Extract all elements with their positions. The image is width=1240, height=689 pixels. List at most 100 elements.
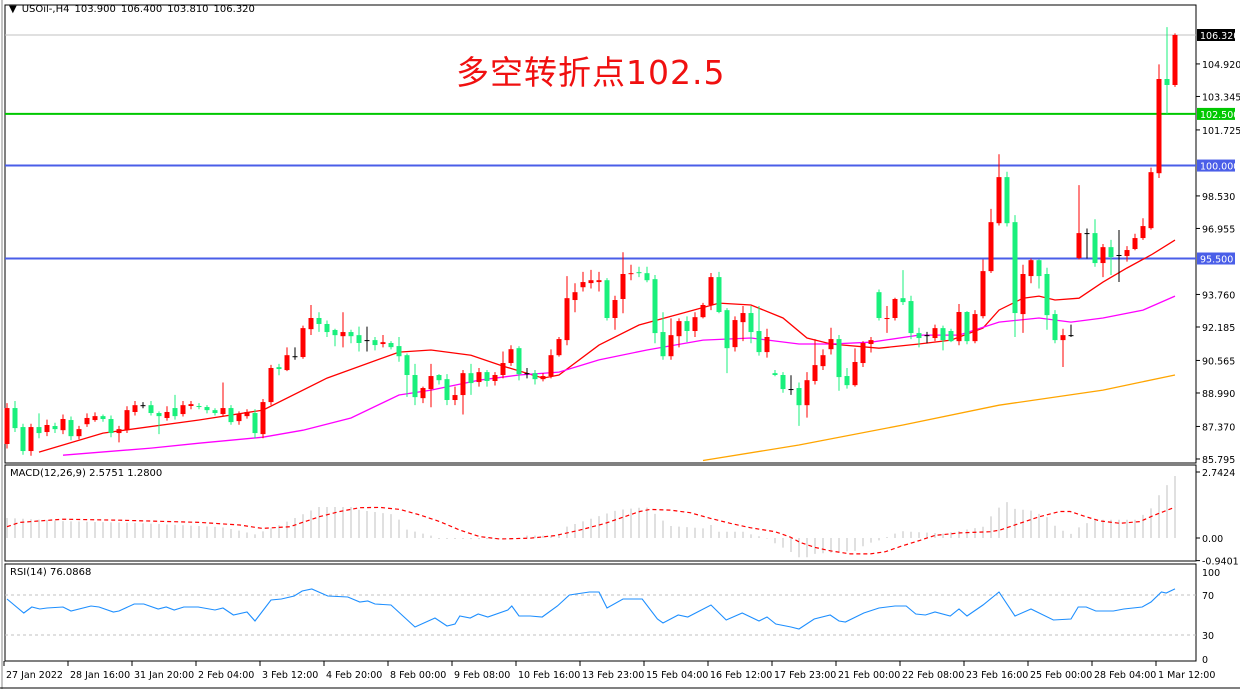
time-tick-label: 17 Feb 23:00	[774, 670, 836, 681]
candle	[644, 266, 650, 283]
candle-body	[716, 277, 722, 313]
candle-body	[172, 408, 178, 417]
candle	[868, 337, 874, 353]
candle-body	[908, 301, 914, 334]
candle	[876, 289, 882, 321]
candle-body	[236, 414, 242, 422]
candle	[1172, 33, 1178, 87]
macd-signal-line	[6, 506, 1176, 555]
candle	[652, 275, 658, 344]
candle-body	[636, 272, 642, 274]
time-tick-label: 21 Feb 00:00	[838, 670, 900, 681]
candle	[436, 374, 442, 385]
candle	[700, 302, 706, 319]
candle-body	[916, 333, 922, 339]
candle	[1028, 258, 1034, 284]
price-tick-label: 87.370	[1202, 422, 1235, 433]
candle-body	[188, 404, 194, 406]
candle	[284, 347, 290, 372]
candle	[604, 278, 610, 321]
candle-body	[108, 419, 114, 434]
candle-body	[228, 408, 234, 423]
time-tick-label: 3 Feb 12:00	[262, 670, 318, 681]
candle	[1164, 27, 1170, 114]
candle-body	[556, 339, 562, 356]
candle	[692, 312, 698, 338]
candle	[484, 370, 490, 387]
candle-body	[620, 274, 626, 299]
candle	[684, 316, 690, 343]
candle-body	[1084, 233, 1090, 235]
candle-body	[1068, 335, 1074, 337]
time-tick-label: 25 Feb 00:00	[1030, 670, 1092, 681]
candle	[884, 306, 890, 333]
candle-body	[756, 331, 762, 353]
rsi-tick-label: 70	[1202, 591, 1214, 602]
candle	[188, 401, 194, 410]
ohlc-high: 106.400	[120, 4, 163, 15]
candle-body	[372, 340, 378, 346]
triangle-down-icon[interactable]: ▼	[9, 4, 17, 15]
candle	[196, 403, 202, 410]
moving-averages	[38, 239, 1176, 462]
time-tick-label: 4 Feb 20:00	[326, 670, 382, 681]
candle-body	[876, 292, 882, 318]
candle	[740, 306, 746, 342]
moving-average-line-0	[38, 239, 1176, 453]
candle	[20, 423, 26, 455]
candle	[148, 401, 154, 416]
candle-body	[764, 337, 770, 353]
candle	[1116, 230, 1122, 283]
candle-body	[1108, 247, 1114, 258]
candle-body	[628, 273, 634, 275]
rsi-tick-label: 30	[1202, 631, 1214, 642]
candle	[356, 326, 362, 352]
candle-body	[60, 419, 66, 431]
candle	[756, 306, 762, 356]
candle	[1076, 185, 1082, 260]
candle-body	[116, 429, 122, 434]
candle	[1156, 64, 1162, 178]
candle	[180, 401, 186, 417]
candle-body	[708, 277, 714, 305]
candle	[556, 337, 562, 357]
price-tick-label: 92.185	[1202, 323, 1235, 334]
candle-body	[1044, 274, 1050, 316]
chart-header: ▼ USOil-,H4 103.900 106.400 103.810 106.320	[9, 4, 260, 15]
candle	[548, 349, 554, 379]
moving-average-line-2	[702, 374, 1176, 462]
candle-body	[796, 388, 802, 406]
candle	[764, 328, 770, 358]
level-price-label: 100.000	[1200, 162, 1239, 173]
candle	[716, 271, 722, 314]
candle	[28, 423, 34, 456]
ohlc-low: 103.810	[167, 4, 209, 15]
candle-body	[852, 361, 858, 386]
candle	[668, 318, 674, 360]
moving-average-line-1	[62, 295, 1176, 456]
candle	[1092, 219, 1098, 267]
candle-body	[324, 323, 330, 333]
candle-body	[524, 373, 530, 375]
candle	[1052, 310, 1058, 344]
candle	[564, 276, 570, 346]
candle-body	[332, 329, 338, 336]
rsi-line	[6, 588, 1176, 630]
chart-annotation-text[interactable]: 多空转折点102.5	[456, 53, 726, 92]
candle-body	[428, 376, 434, 390]
candle-body	[356, 335, 362, 343]
candle-body	[284, 355, 290, 371]
price-tick-label: 93.760	[1202, 290, 1235, 301]
candle-body	[196, 405, 202, 408]
candle	[220, 382, 226, 417]
axes: 104.920 103.345 101.725 98.530 96.955 93.760 9…	[0, 29, 1240, 689]
candle	[132, 401, 138, 416]
candle-body	[340, 332, 346, 337]
candle-body	[780, 375, 786, 390]
candle	[76, 425, 82, 440]
candle-body	[940, 328, 946, 341]
candle	[540, 373, 546, 382]
horizontal-levels[interactable]	[5, 34, 1196, 260]
